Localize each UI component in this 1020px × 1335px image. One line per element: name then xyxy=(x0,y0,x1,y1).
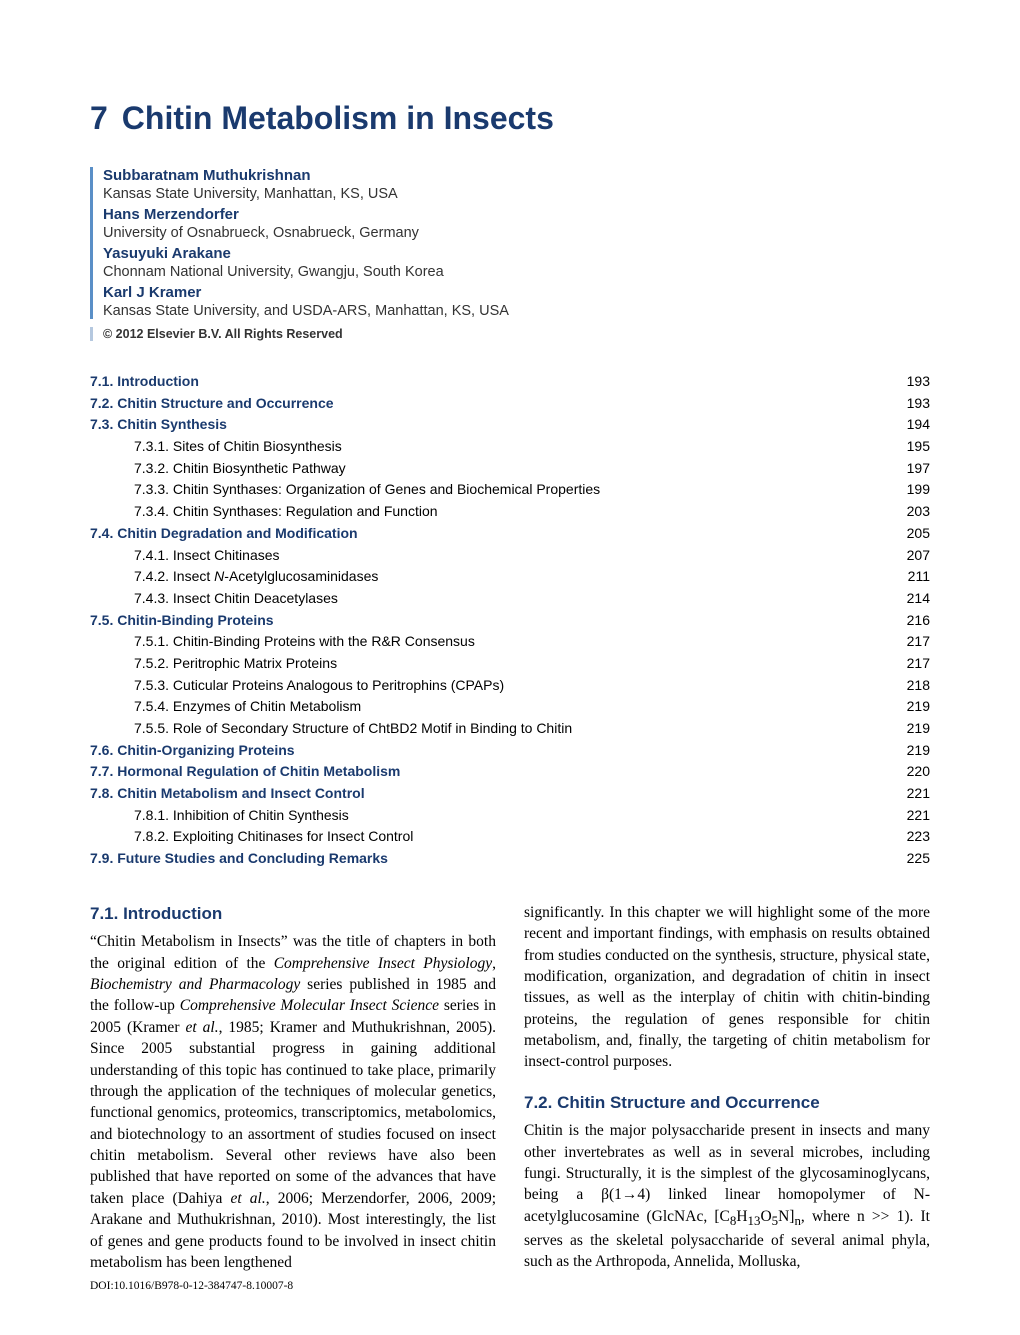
toc-entry-page: 205 xyxy=(907,523,930,545)
author-name: Subbaratnam Muthukrishnan xyxy=(103,167,930,184)
chapter-number: 7 xyxy=(90,100,108,136)
toc-entry-page: 217 xyxy=(907,631,930,653)
toc-entry-page: 223 xyxy=(907,826,930,848)
intro-continuation: significantly. In this chapter we will h… xyxy=(524,902,930,1073)
toc-entry-title: 7.4.1. Insect Chitinases xyxy=(90,545,280,567)
toc-entry-page: 195 xyxy=(907,436,930,458)
toc-entry-page: 193 xyxy=(907,371,930,393)
author-affiliation: Chonnam National University, Gwangju, So… xyxy=(103,264,930,280)
toc-entry-page: 221 xyxy=(907,805,930,827)
toc-entry: 7.2. Chitin Structure and Occurrence 193 xyxy=(90,393,930,415)
toc-entry: 7.5.4. Enzymes of Chitin Metabolism 219 xyxy=(90,696,930,718)
toc-entry: 7.5.5. Role of Secondary Structure of Ch… xyxy=(90,718,930,740)
copyright-notice: © 2012 Elsevier B.V. All Rights Reserved xyxy=(103,327,930,341)
toc-entry: 7.5. Chitin-Binding Proteins 216 xyxy=(90,610,930,632)
toc-entry: 7.9. Future Studies and Concluding Remar… xyxy=(90,848,930,870)
toc-entry-title: 7.3.1. Sites of Chitin Biosynthesis xyxy=(90,436,342,458)
chapter-title: 7 Chitin Metabolism in Insects xyxy=(90,100,930,137)
toc-entry-title: 7.4.3. Insect Chitin Deacetylases xyxy=(90,588,338,610)
toc-entry-page: 218 xyxy=(907,675,930,697)
toc-entry: 7.8.1. Inhibition of Chitin Synthesis 221 xyxy=(90,805,930,827)
toc-entry-page: 219 xyxy=(907,696,930,718)
author-affiliation: University of Osnabrueck, Osnabrueck, Ge… xyxy=(103,225,930,241)
section-heading-7-2: 7.2. Chitin Structure and Occurrence xyxy=(524,1091,930,1114)
authors-block: Subbaratnam Muthukrishnan Kansas State Un… xyxy=(90,167,930,319)
toc-entry-title: 7.2. Chitin Structure and Occurrence xyxy=(90,393,334,415)
toc-entry: 7.4. Chitin Degradation and Modification… xyxy=(90,523,930,545)
toc-entry: 7.6. Chitin-Organizing Proteins 219 xyxy=(90,740,930,762)
toc-entry-title: 7.4. Chitin Degradation and Modification xyxy=(90,523,358,545)
toc-entry-title: 7.5.4. Enzymes of Chitin Metabolism xyxy=(90,696,361,718)
section-heading-7-1: 7.1. Introduction xyxy=(90,902,496,925)
toc-entry-page: 199 xyxy=(907,479,930,501)
toc-entry-title: 7.5.2. Peritrophic Matrix Proteins xyxy=(90,653,337,675)
toc-entry-page: 220 xyxy=(907,761,930,783)
toc-entry-page: 193 xyxy=(907,393,930,415)
author-name: Hans Merzendorfer xyxy=(103,206,930,223)
toc-entry-title: 7.9. Future Studies and Concluding Remar… xyxy=(90,848,388,870)
toc-entry: 7.3.1. Sites of Chitin Biosynthesis 195 xyxy=(90,436,930,458)
toc-entry-title: 7.3. Chitin Synthesis xyxy=(90,414,227,436)
page-container: 7 Chitin Metabolism in Insects Subbaratna… xyxy=(0,0,1020,1335)
body-columns: 7.1. Introduction “Chitin Metabolism in … xyxy=(90,902,930,1295)
toc-entry: 7.8.2. Exploiting Chitinases for Insect … xyxy=(90,826,930,848)
section-7-2-paragraph: Chitin is the major polysaccharide prese… xyxy=(524,1120,930,1272)
author-affiliation: Kansas State University, and USDA-ARS, M… xyxy=(103,303,930,319)
toc-entry: 7.1. Introduction 193 xyxy=(90,371,930,393)
toc-entry-page: 216 xyxy=(907,610,930,632)
toc-entry-page: 219 xyxy=(907,740,930,762)
toc-entry: 7.4.3. Insect Chitin Deacetylases 214 xyxy=(90,588,930,610)
toc-entry-page: 197 xyxy=(907,458,930,480)
left-column: 7.1. Introduction “Chitin Metabolism in … xyxy=(90,902,496,1295)
toc-entry: 7.7. Hormonal Regulation of Chitin Metab… xyxy=(90,761,930,783)
toc-entry-title: 7.1. Introduction xyxy=(90,371,199,393)
right-column: significantly. In this chapter we will h… xyxy=(524,902,930,1295)
toc-entry: 7.5.3. Cuticular Proteins Analogous to P… xyxy=(90,675,930,697)
toc-entry: 7.8. Chitin Metabolism and Insect Contro… xyxy=(90,783,930,805)
chapter-title-text: Chitin Metabolism in Insects xyxy=(122,100,554,136)
toc-entry-title: 7.4.2. Insect N-Acetylglucosaminidases xyxy=(90,566,378,588)
toc-entry-title: 7.6. Chitin-Organizing Proteins xyxy=(90,740,295,762)
intro-paragraph: “Chitin Metabolism in Insects” was the t… xyxy=(90,931,496,1273)
toc-entry-title: 7.5.1. Chitin-Binding Proteins with the … xyxy=(90,631,475,653)
toc-entry: 7.4.1. Insect Chitinases 207 xyxy=(90,545,930,567)
toc-entry-title: 7.7. Hormonal Regulation of Chitin Metab… xyxy=(90,761,400,783)
toc-entry-page: 217 xyxy=(907,653,930,675)
toc-entry: 7.5.1. Chitin-Binding Proteins with the … xyxy=(90,631,930,653)
toc-entry-page: 211 xyxy=(908,566,930,588)
toc-entry-title: 7.3.4. Chitin Synthases: Regulation and … xyxy=(90,501,438,523)
toc-entry: 7.3.4. Chitin Synthases: Regulation and … xyxy=(90,501,930,523)
toc-entry-page: 214 xyxy=(907,588,930,610)
toc-entry-title: 7.5. Chitin-Binding Proteins xyxy=(90,610,274,632)
author-name: Yasuyuki Arakane xyxy=(103,245,930,262)
toc-entry-page: 225 xyxy=(907,848,930,870)
toc-entry-title: 7.3.2. Chitin Biosynthetic Pathway xyxy=(90,458,346,480)
author-affiliation: Kansas State University, Manhattan, KS, … xyxy=(103,186,930,202)
table-of-contents: 7.1. Introduction1937.2. Chitin Structur… xyxy=(90,371,930,870)
toc-entry-title: 7.3.3. Chitin Synthases: Organization of… xyxy=(90,479,600,501)
author-name: Karl J Kramer xyxy=(103,284,930,301)
toc-entry-page: 194 xyxy=(907,414,930,436)
toc-entry: 7.4.2. Insect N-Acetylglucosaminidases 21… xyxy=(90,566,930,588)
toc-entry-page: 207 xyxy=(907,545,930,567)
toc-entry: 7.3. Chitin Synthesis 194 xyxy=(90,414,930,436)
toc-entry-title: 7.5.3. Cuticular Proteins Analogous to P… xyxy=(90,675,504,697)
toc-entry-title: 7.8.1. Inhibition of Chitin Synthesis xyxy=(90,805,349,827)
toc-entry-title: 7.8.2. Exploiting Chitinases for Insect … xyxy=(90,826,413,848)
toc-entry-page: 203 xyxy=(907,501,930,523)
toc-entry: 7.3.2. Chitin Biosynthetic Pathway 197 xyxy=(90,458,930,480)
toc-entry: 7.5.2. Peritrophic Matrix Proteins 217 xyxy=(90,653,930,675)
toc-entry-page: 221 xyxy=(907,783,930,805)
toc-entry-title: 7.5.5. Role of Secondary Structure of Ch… xyxy=(90,718,572,740)
doi: DOI:10.1016/B978-0-12-384747-8.10007-8 xyxy=(90,1279,496,1295)
toc-entry-title: 7.8. Chitin Metabolism and Insect Contro… xyxy=(90,783,365,805)
toc-entry-page: 219 xyxy=(907,718,930,740)
toc-entry: 7.3.3. Chitin Synthases: Organization of… xyxy=(90,479,930,501)
